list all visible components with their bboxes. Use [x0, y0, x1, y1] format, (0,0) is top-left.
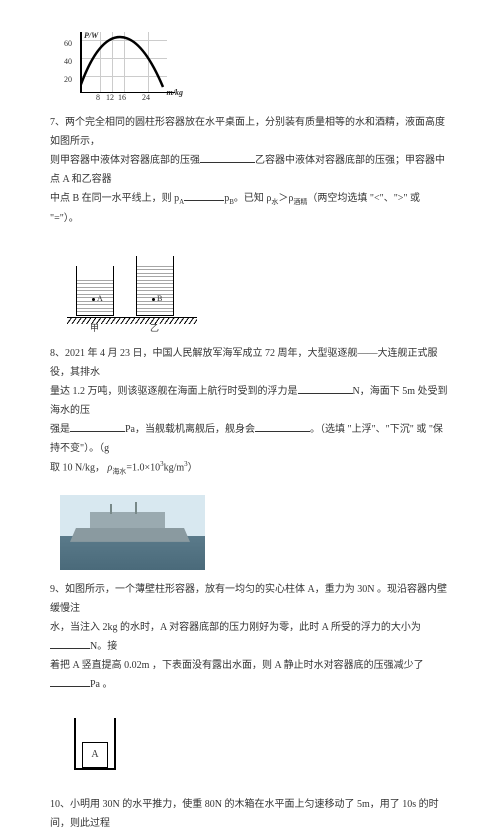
cup-label-left: 甲 — [90, 320, 99, 337]
q9-text: N。接 — [90, 641, 117, 652]
q7-text: ＞ρ — [278, 193, 293, 204]
chart-curve — [80, 37, 163, 87]
cylinder-left: A — [76, 266, 114, 316]
blank-input — [50, 675, 90, 687]
blank-input — [200, 151, 255, 163]
q7-text: 。已知 ρ — [234, 193, 272, 204]
question-7: 7、两个完全相同的圆柱形容器放在水平桌面上，分别装有质量相等的水和酒精，液面高度… — [50, 113, 450, 228]
warship-figure — [60, 495, 205, 570]
blank-input — [298, 382, 353, 394]
y-tick-label: 40 — [64, 54, 72, 69]
q8-text: 量达 1.2 万吨，则该驱逐舰在海面上航行时受到的浮力是 — [50, 386, 298, 397]
q9-text: Pa 。 — [90, 679, 113, 690]
ship-superstructure — [90, 512, 165, 528]
point-b-label: B — [157, 291, 162, 306]
rho-value: =1.0×10 — [126, 463, 160, 474]
q8-text: 8、2021 年 4 月 23 日，中国人民解放军海军成立 72 周年，大型驱逐… — [50, 348, 438, 378]
question-9: 9、如图所示，一个薄壁柱形容器，放有一均匀的实心柱体 A，重力为 30N 。现沿… — [50, 580, 450, 694]
cup-label-right: 乙 — [150, 320, 159, 337]
chart-curve-svg — [80, 32, 170, 93]
y-tick-label: 60 — [64, 36, 72, 51]
q9-text: 着把 A 竖直提高 0.02m ，下表面没有露出水面，则 A 静止时水对容器底的… — [50, 660, 424, 671]
q7-text: 则甲容器中液体对容器底部的压强 — [50, 155, 200, 166]
q10-text: 10、小明用 30N 的水平推力，使重 80N 的木箱在水平面上匀速移动了 5m… — [50, 799, 439, 829]
q9-text: 水，当注入 2kg 的水时，A 对容器底部的压力刚好为零，此时 A 所受的浮力的… — [50, 622, 421, 633]
blank-input — [255, 420, 310, 432]
ship-mast — [110, 504, 112, 514]
q8-text: 强是 — [50, 424, 70, 435]
ship-mast — [135, 502, 137, 514]
rho-close: ） — [188, 463, 198, 474]
blank-input — [50, 637, 90, 649]
q8-text: 取 10 N/kg， — [50, 463, 105, 474]
blank-input — [184, 189, 224, 201]
subscript: 酒精 — [293, 198, 307, 206]
container-block-figure: A — [60, 710, 130, 785]
rho-unit: kg/m — [164, 463, 185, 474]
liquid-left — [77, 277, 113, 315]
q7-text: 中点 B 在同一水平线上，则 p — [50, 193, 179, 204]
dual-cylinder-figure: A B 甲 乙 — [62, 244, 202, 334]
subscript: 海水 — [112, 468, 126, 476]
y-tick-label: 20 — [64, 72, 72, 87]
cylinder-right: B — [136, 256, 174, 316]
question-8: 8、2021 年 4 月 23 日，中国人民解放军海军成立 72 周年，大型驱逐… — [50, 344, 450, 479]
block-a: A — [82, 742, 108, 768]
liquid-right — [137, 265, 173, 315]
q8-text: Pa，当舰载机离舰后，舰身会 — [125, 424, 255, 435]
power-mass-chart: P/W m/kg 60 40 20 8 12 16 24 — [62, 30, 177, 105]
point-a-label: A — [97, 291, 103, 306]
q7-text: 7、两个完全相同的圆柱形容器放在水平桌面上，分别装有质量相等的水和酒精，液面高度… — [50, 117, 445, 147]
blank-input — [70, 420, 125, 432]
q9-text: 9、如图所示，一个薄壁柱形容器，放有一均匀的实心柱体 A，重力为 30N 。现沿… — [50, 584, 447, 614]
ship-hull — [70, 528, 190, 542]
question-10: 10、小明用 30N 的水平推力，使重 80N 的木箱在水平面上匀速移动了 5m… — [50, 795, 450, 833]
ground-hatching — [67, 317, 197, 324]
